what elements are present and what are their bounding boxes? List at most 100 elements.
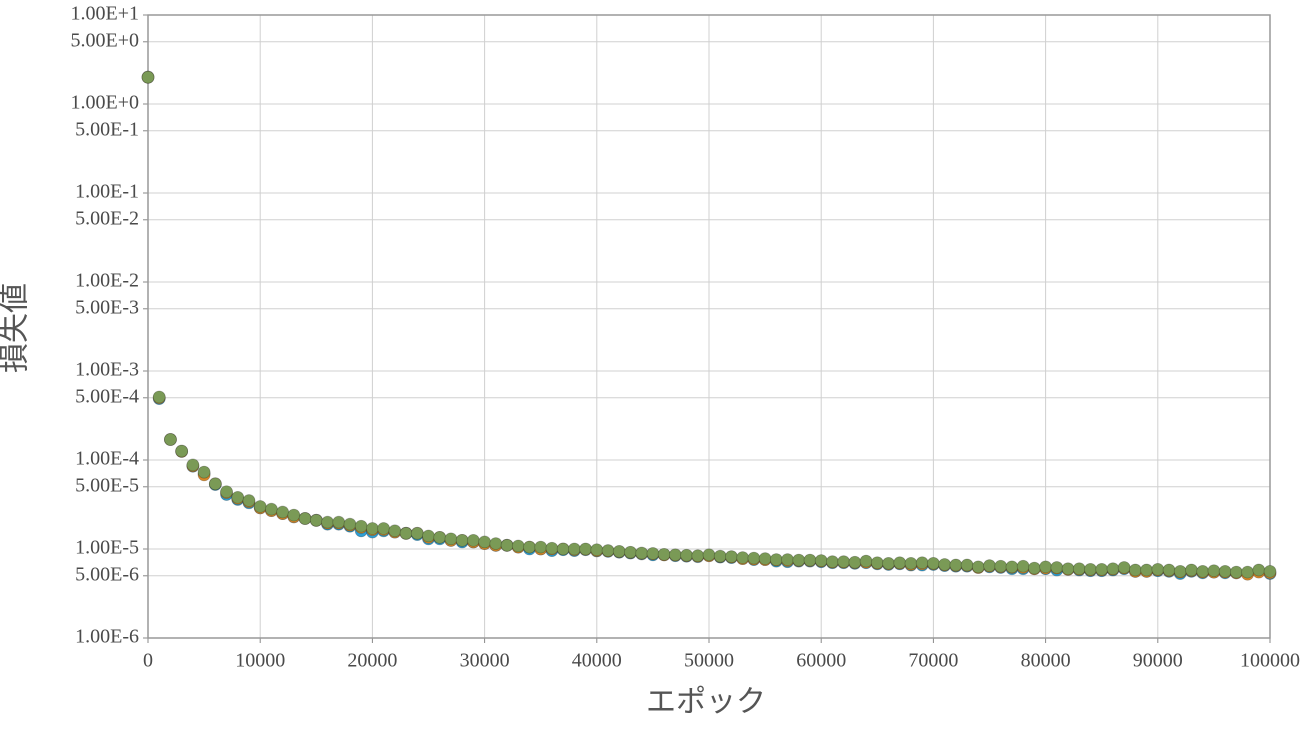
y-tick-label: 5.00E-3 [75, 296, 139, 318]
point [186, 458, 200, 472]
y-tick-label: 1.00E+0 [71, 92, 140, 114]
point [590, 543, 604, 557]
point [938, 558, 952, 571]
point [410, 526, 424, 540]
point [1106, 562, 1120, 576]
point [927, 556, 940, 570]
point [175, 444, 189, 458]
x-axis-title: エポック [646, 685, 766, 720]
y-axis-title: 損失値 [0, 283, 33, 373]
point [1050, 561, 1064, 574]
point [904, 556, 918, 570]
point [646, 547, 660, 560]
point [971, 560, 985, 574]
point [321, 515, 334, 529]
point [1140, 563, 1153, 577]
point [1151, 562, 1165, 576]
point [1084, 562, 1097, 576]
x-tick-label: 90000 [1133, 650, 1183, 672]
point [556, 542, 570, 556]
point [388, 524, 402, 538]
point [242, 494, 256, 507]
point [365, 522, 379, 535]
point [814, 554, 828, 568]
y-tick-label: 1.00E-4 [75, 448, 139, 470]
x-tick-label: 80000 [1021, 650, 1071, 672]
y-tick-label: 5.00E-2 [75, 207, 139, 229]
point [1117, 561, 1131, 574]
point [747, 551, 761, 565]
point [702, 548, 716, 562]
point [253, 500, 267, 513]
point [511, 539, 525, 553]
point [433, 531, 447, 544]
point [870, 556, 884, 570]
point [298, 512, 312, 525]
point [152, 390, 166, 404]
point [1027, 561, 1041, 575]
point [1229, 565, 1243, 579]
point [848, 555, 862, 569]
point [220, 485, 233, 499]
point [1263, 565, 1277, 578]
point [949, 558, 963, 572]
point [713, 549, 727, 563]
point [141, 70, 155, 84]
point [534, 540, 548, 554]
point [1241, 565, 1254, 579]
point [915, 556, 929, 570]
point [601, 544, 615, 557]
point [422, 529, 435, 543]
point [1252, 563, 1266, 577]
y-tick-label: 5.00E-6 [75, 563, 139, 585]
point [1016, 559, 1030, 573]
y-tick-label: 5.00E-5 [75, 474, 139, 496]
y-tick-label: 1.00E-1 [75, 181, 139, 203]
point [983, 559, 996, 573]
point [859, 554, 873, 568]
point [624, 545, 637, 559]
y-tick-label: 5.00E-1 [75, 118, 139, 140]
x-tick-label: 30000 [460, 650, 510, 672]
point [478, 535, 492, 549]
point [1185, 563, 1198, 577]
point [1173, 565, 1187, 578]
point [725, 550, 738, 564]
y-tick-label: 5.00E+0 [71, 29, 140, 51]
x-tick-label: 20000 [347, 650, 397, 672]
point [1072, 562, 1086, 576]
y-tick-label: 1.00E-6 [75, 626, 139, 648]
plot-frame [147, 14, 1271, 639]
point [1095, 562, 1109, 576]
point [960, 558, 974, 572]
x-tick-label: 40000 [572, 650, 622, 672]
point [781, 553, 794, 567]
y-tick-label: 1.00E-3 [75, 359, 139, 381]
point [792, 553, 806, 567]
point [164, 433, 177, 446]
point [893, 556, 907, 570]
point [197, 465, 211, 479]
point [994, 559, 1008, 573]
point [579, 542, 592, 556]
point [1218, 565, 1232, 578]
point [1207, 564, 1221, 578]
point [208, 477, 222, 491]
point [399, 526, 413, 540]
y-tick-label: 1.00E-5 [75, 537, 139, 559]
point [826, 555, 839, 569]
point [691, 549, 705, 563]
x-tick-label: 10000 [235, 650, 285, 672]
point [276, 505, 290, 519]
point [758, 552, 772, 566]
point [1061, 562, 1075, 576]
x-tick-label: 100000 [1240, 650, 1300, 672]
point [332, 515, 346, 529]
point [287, 508, 301, 522]
point [265, 502, 278, 516]
point [680, 548, 693, 562]
point [466, 533, 480, 547]
point [500, 538, 514, 552]
